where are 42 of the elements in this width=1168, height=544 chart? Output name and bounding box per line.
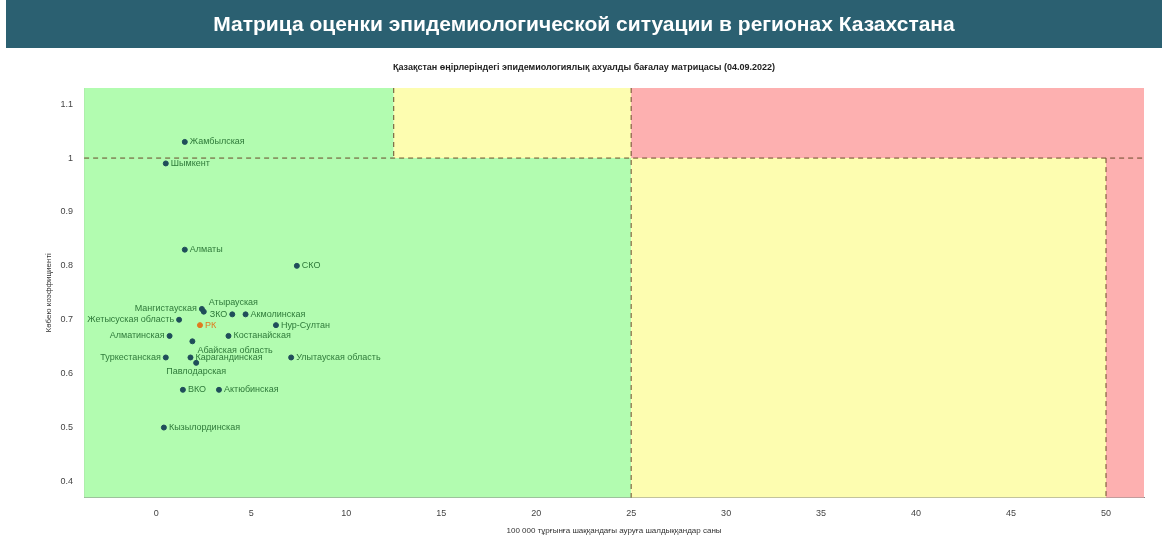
annotation: Мангистауская bbox=[134, 303, 197, 314]
x-tick-label: 20 bbox=[531, 508, 542, 519]
chart-subtitle: Қазақстан өңірлеріндегі эпидемиологиялық ахуалды бағалау матрицасы (04.09.2022) bbox=[391, 62, 777, 72]
annotation: Улытауская область bbox=[296, 351, 381, 362]
x-axis-title: 100 000 тұрғынға шаққандағы ауруға шалдыққандар саны bbox=[506, 526, 722, 536]
x-tick-label: 15 bbox=[436, 508, 447, 519]
x-tick-label: 50 bbox=[1101, 508, 1112, 519]
y-tick-label: 0.7 bbox=[60, 314, 74, 325]
annotation: ЗКО bbox=[209, 308, 228, 319]
annotation: РК bbox=[204, 319, 217, 330]
x-tick-label: 25 bbox=[626, 508, 637, 519]
x-tick-label: 0 bbox=[153, 508, 159, 519]
x-tick-label: 30 bbox=[721, 508, 732, 519]
annotation: Алматы bbox=[189, 244, 223, 255]
annotation: Актюбинская bbox=[223, 384, 279, 395]
y-axis-title: Көбею коэффициенті bbox=[44, 252, 53, 333]
x-tick-label: 40 bbox=[911, 508, 922, 519]
y-tick-label: 1 bbox=[68, 152, 74, 163]
annotation: Костанайская bbox=[233, 330, 291, 341]
annotation: Жетысуская область bbox=[87, 314, 175, 325]
annotation: Кызылординская bbox=[168, 422, 241, 433]
annotation: Атырауская bbox=[208, 297, 259, 308]
annotation: Акмолинская bbox=[250, 308, 306, 319]
y-tick-label: 1.1 bbox=[60, 98, 74, 109]
annotation: Жамбылская bbox=[189, 136, 245, 147]
annotation: Алматинская bbox=[109, 330, 165, 341]
chart-title: Матрица оценки эпидемиологической ситуации в регионах Казахстана bbox=[6, 0, 1162, 48]
y-tick-label: 0.6 bbox=[60, 368, 74, 379]
y-tick-label: 0.5 bbox=[60, 422, 74, 433]
x-tick-label: 5 bbox=[248, 508, 254, 519]
annotation: ВКО bbox=[187, 384, 207, 395]
x-tick-label: 35 bbox=[816, 508, 827, 519]
annotation: Туркестанская bbox=[100, 351, 161, 362]
x-tick-label: 10 bbox=[341, 508, 352, 519]
y-tick-label: 0.4 bbox=[60, 475, 74, 486]
annotation: Нур-Султан bbox=[280, 319, 330, 330]
annotation: СКО bbox=[301, 260, 321, 271]
x-tick-label: 45 bbox=[1006, 508, 1017, 519]
y-tick-label: 0.9 bbox=[60, 206, 74, 217]
annotation: Шымкент bbox=[170, 157, 210, 168]
annotation: Павлодарская bbox=[166, 366, 227, 377]
y-tick-label: 0.8 bbox=[60, 260, 74, 271]
